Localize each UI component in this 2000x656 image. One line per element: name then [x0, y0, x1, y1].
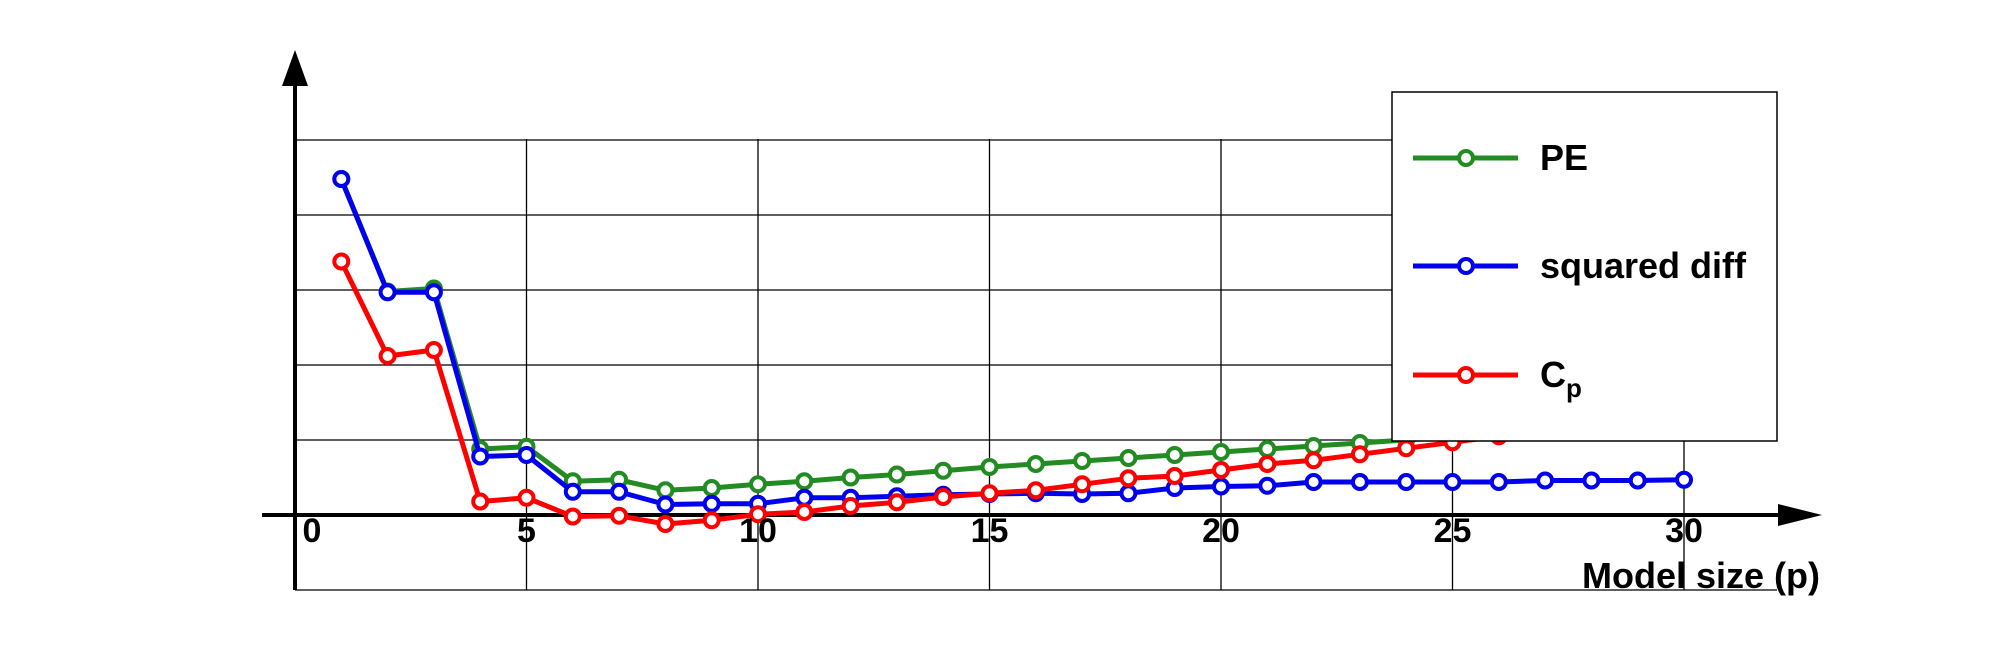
- data-point: [841, 468, 860, 487]
- legend-label: squared diff: [1540, 245, 1747, 286]
- data-point: [332, 170, 351, 188]
- data-point: [471, 492, 490, 511]
- data-point: [1026, 481, 1045, 500]
- x-axis-title: Model size (p): [1582, 555, 1820, 596]
- legend-swatch-marker: [1457, 366, 1475, 384]
- legend-item: Cp: [1413, 354, 1582, 403]
- data-point: [610, 506, 629, 525]
- data-point: [563, 507, 582, 526]
- axes: [262, 50, 1822, 590]
- data-point: [424, 341, 443, 359]
- data-point: [1119, 469, 1138, 488]
- data-point: [1397, 439, 1416, 458]
- x-tick-label: 15: [971, 512, 1009, 550]
- data-point: [1443, 473, 1462, 491]
- data-point: [749, 505, 767, 524]
- data-point: [934, 488, 953, 506]
- data-point: [980, 484, 999, 503]
- data-point: [1165, 467, 1184, 485]
- data-point: [517, 488, 536, 507]
- data-point: [1258, 440, 1277, 458]
- data-point: [702, 494, 721, 513]
- data-point: [702, 511, 721, 530]
- axis-labels: 0 5 10 15 20 25 30 Model size (p): [303, 512, 1820, 596]
- data-point: [1026, 455, 1045, 473]
- data-point: [1119, 484, 1138, 503]
- data-point: [1212, 477, 1230, 496]
- data-point: [1304, 437, 1323, 455]
- x-tick-label: 5: [517, 512, 536, 550]
- legend-item: PE: [1413, 137, 1588, 178]
- data-point: [934, 461, 953, 480]
- data-point: [610, 482, 629, 501]
- data-point: [887, 493, 906, 512]
- data-point: [1536, 471, 1555, 490]
- x-tick-label: 25: [1434, 512, 1472, 550]
- x-tick-label: 30: [1665, 512, 1703, 550]
- data-point: [656, 481, 675, 500]
- data-point: [1397, 473, 1416, 491]
- data-point: [702, 479, 721, 497]
- data-point: [1073, 452, 1092, 470]
- data-point: [1628, 471, 1647, 490]
- data-point: [1304, 451, 1323, 470]
- x-tick-label: 10: [739, 512, 777, 550]
- data-point: [656, 515, 675, 533]
- data-point: [656, 495, 675, 514]
- data-point: [795, 472, 814, 491]
- data-point: [841, 497, 860, 515]
- data-point: [1258, 476, 1277, 495]
- data-point: [1489, 473, 1508, 491]
- x-axis-arrow: [1778, 504, 1822, 526]
- data-point: [795, 503, 814, 521]
- data-point: [1675, 470, 1693, 489]
- data-point: [1258, 455, 1277, 473]
- legend-swatch-marker: [1457, 257, 1475, 275]
- y-axis-arrow: [282, 50, 308, 86]
- legend-swatch-marker: [1457, 149, 1475, 167]
- data-point: [795, 488, 814, 507]
- data-point: [980, 458, 999, 476]
- data-point: [1212, 443, 1230, 461]
- x-tick-label: 0: [303, 512, 322, 550]
- legend-item: squared diff: [1413, 245, 1747, 286]
- data-point: [1119, 449, 1138, 467]
- data-point: [1212, 461, 1230, 479]
- data-point: [887, 465, 906, 484]
- data-point: [471, 447, 490, 466]
- data-point: [1350, 445, 1369, 464]
- data-point: [563, 482, 582, 501]
- data-point: [749, 475, 767, 494]
- data-point: [1582, 471, 1601, 490]
- data-point: [378, 283, 397, 302]
- data-point: [378, 347, 397, 365]
- x-tick-label: 20: [1202, 512, 1240, 550]
- legend: PE squared diff Cp: [1391, 91, 1778, 442]
- data-point: [332, 252, 351, 271]
- data-point: [1304, 473, 1323, 491]
- data-point: [1073, 475, 1092, 494]
- data-point: [1165, 446, 1184, 464]
- data-point: [424, 283, 443, 302]
- legend-label: PE: [1540, 137, 1588, 178]
- data-point: [1350, 473, 1369, 491]
- legend-label: Cp: [1540, 354, 1582, 403]
- data-point: [517, 446, 536, 464]
